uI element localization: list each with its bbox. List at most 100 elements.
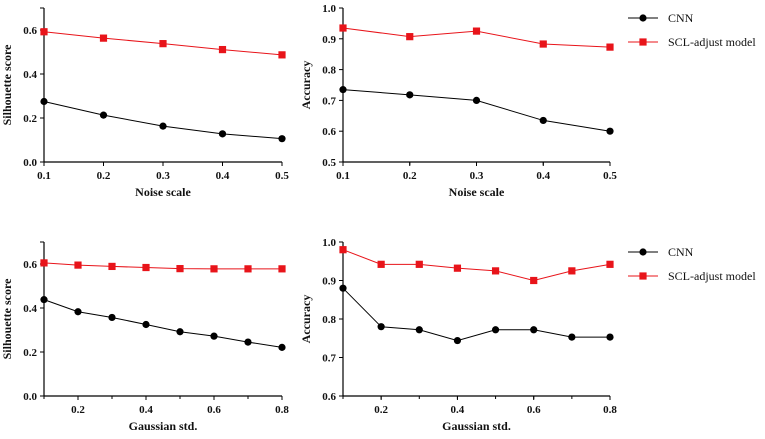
data-point-scl-adjust	[278, 51, 286, 59]
legend-marker-scl-adjust	[639, 272, 647, 280]
data-point-scl-adjust	[472, 27, 481, 35]
data-point-cnn	[339, 86, 347, 94]
data-point-scl-adjust	[606, 260, 614, 268]
data-point-scl-adjust	[142, 263, 150, 272]
x-tick-label: 0.4	[216, 170, 230, 182]
data-point-scl-adjust	[40, 259, 48, 267]
x-tick-label: 0.4	[451, 404, 465, 416]
data-point-scl-adjust	[415, 260, 423, 268]
y-tick-label: 1.0	[322, 237, 336, 249]
data-point-scl-adjust	[539, 40, 547, 48]
data-point-scl-adjust	[377, 260, 385, 268]
y-tick-label: 0.5	[322, 157, 336, 169]
series-line-scl-adjust	[342, 249, 611, 282]
y-axis-label: Accuracy	[299, 61, 313, 110]
legend-entry-label: CNN	[668, 11, 694, 25]
data-point-scl-adjust	[491, 267, 500, 275]
data-point-cnn	[453, 336, 462, 345]
x-tick-label: 0.2	[374, 404, 388, 416]
x-tick-label: 0.5	[603, 170, 617, 182]
y-axis-label: Silhouette score	[0, 278, 14, 359]
x-tick-label: 0.3	[156, 170, 170, 182]
data-point-cnn	[159, 122, 167, 130]
x-tick-label: 0.3	[470, 170, 484, 182]
y-tick-label: 0.6	[23, 25, 37, 37]
x-axis-label: Gaussian std.	[129, 419, 198, 433]
data-point-scl-adjust	[530, 276, 538, 285]
y-tick-label: 0.7	[322, 353, 336, 365]
data-point-cnn	[530, 326, 538, 334]
series-line-cnn	[342, 89, 611, 132]
legend: CNN SCL-adjust model	[628, 11, 756, 49]
legend-entry-label: SCL-adjust model	[668, 269, 756, 283]
x-tick-label: 0.6	[527, 404, 541, 416]
y-tick-label: 0.2	[23, 113, 37, 125]
y-axis-label: Accuracy	[299, 295, 313, 344]
legend-entry-label: CNN	[668, 245, 694, 259]
x-tick-label: 0.2	[403, 170, 417, 182]
data-point-scl-adjust	[606, 43, 614, 51]
data-point-cnn	[491, 326, 500, 334]
data-point-cnn	[406, 91, 414, 99]
x-axis-label: Gaussian std.	[442, 419, 511, 433]
data-point-scl-adjust	[244, 265, 252, 273]
chart-panel-top-right: 0.5 0.6 0.7 0.8 0.9 1.0 0.1 0.2 0.3 0.4 0.5 Noise s…	[299, 3, 756, 199]
data-point-cnn	[40, 296, 48, 304]
data-point-cnn	[377, 323, 385, 331]
y-tick-label: 0.9	[322, 34, 336, 46]
data-point-cnn	[99, 111, 108, 119]
legend-entry-label: SCL-adjust model	[668, 35, 756, 49]
x-tick-label: 0.6	[207, 404, 221, 416]
series-line-cnn	[342, 287, 610, 342]
legend: CNN SCL-adjust model	[628, 245, 756, 283]
data-point-cnn	[568, 333, 576, 341]
data-point-cnn	[74, 308, 82, 316]
series-line-cnn	[43, 299, 283, 348]
data-point-scl-adjust	[406, 33, 414, 41]
data-point-scl-adjust	[108, 262, 116, 271]
x-tick-label: 0.5	[275, 170, 289, 182]
legend-marker-cnn	[639, 14, 647, 22]
data-point-scl-adjust	[339, 24, 347, 32]
x-tick-label: 0.1	[336, 170, 350, 182]
y-tick-label: 0.8	[322, 65, 336, 77]
chart-panel-top-left: 0.0 0.2 0.4 0.6 0.1 0.2 0.3 0.4 0.5 Noise scale Si…	[0, 7, 289, 199]
data-point-cnn	[278, 135, 286, 143]
y-tick-label: 0.6	[23, 259, 37, 271]
y-tick-label: 0.4	[23, 69, 37, 81]
chart-panel-bottom-right: 0.6 0.7 0.8 0.9 1.0 0.2 0.4 0.6 0.8 Gaussian std.…	[299, 237, 756, 433]
y-tick-label: 0.9	[322, 276, 336, 288]
data-point-cnn	[539, 116, 547, 125]
y-tick-label: 0.6	[322, 391, 336, 403]
data-point-scl-adjust	[159, 40, 167, 48]
y-tick-label: 0.2	[23, 347, 37, 359]
chart-panel-bottom-left: 0.0 0.2 0.4 0.6 0.2 0.4 0.6 0.8 Gaussian std. Sil…	[0, 241, 289, 433]
data-point-scl-adjust	[74, 261, 82, 269]
x-tick-label: 0.4	[536, 170, 550, 182]
data-point-scl-adjust	[210, 265, 218, 273]
y-axis-label: Silhouette score	[0, 44, 14, 125]
y-tick-label: 1.0	[322, 3, 336, 15]
y-tick-label: 0.0	[23, 157, 37, 169]
data-point-cnn	[210, 332, 218, 340]
data-point-scl-adjust	[568, 267, 576, 275]
data-point-cnn	[176, 328, 184, 336]
data-point-scl-adjust	[99, 34, 108, 42]
data-point-scl-adjust	[176, 265, 184, 273]
data-point-cnn	[142, 320, 150, 329]
x-tick-label: 0.8	[275, 404, 289, 416]
data-point-cnn	[40, 97, 48, 106]
data-point-cnn	[244, 338, 252, 346]
y-tick-label: 0.0	[23, 391, 37, 403]
x-tick-label: 0.1	[37, 170, 51, 182]
y-tick-label: 0.8	[322, 314, 336, 326]
x-axis-label: Noise scale	[449, 185, 505, 199]
data-point-scl-adjust	[453, 264, 462, 272]
series-line-cnn	[43, 101, 283, 140]
data-point-cnn	[472, 96, 481, 104]
x-tick-label: 0.2	[71, 404, 85, 416]
legend-marker-scl-adjust	[639, 38, 647, 46]
x-tick-label: 0.4	[139, 404, 153, 416]
y-tick-label: 0.7	[322, 95, 336, 107]
